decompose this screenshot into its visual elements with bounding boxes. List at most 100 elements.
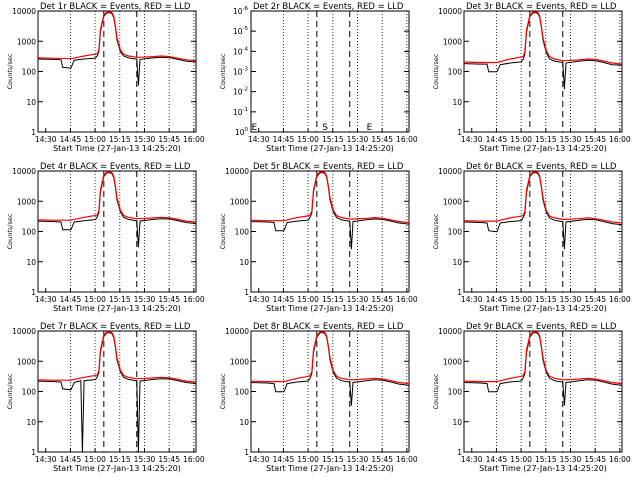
y-tick-label: 100 [448, 228, 463, 237]
y-tick-label: 100 [22, 68, 37, 77]
x-tick-label: 14:45 [273, 295, 295, 304]
x-tick-label: 15:30 [134, 135, 156, 144]
x-tick-label: 15:15 [109, 135, 131, 144]
plot-frame [250, 330, 410, 453]
x-tick-label: 14:30 [35, 295, 57, 304]
x-axis-label: Start Time (27-Jan-13 14:25:20) [266, 144, 394, 153]
panel-title: Det 5r BLACK = Events, RED = LLD [253, 162, 404, 172]
plot-frame [250, 10, 410, 133]
x-tick-label: 14:45 [273, 135, 295, 144]
x-tick-label: 15:00 [510, 455, 532, 464]
detector-panel-4: Det 4r BLACK = Events, RED = LLD 1 10 100 10… [6, 162, 205, 313]
plot-frame [463, 330, 623, 453]
series-line-lld [464, 11, 622, 65]
x-tick-label: 16:00 [396, 135, 418, 144]
x-tick-label: 15:15 [535, 455, 557, 464]
y-tick-label: 100 [22, 228, 37, 237]
x-tick-label: 16:00 [609, 455, 631, 464]
x-tick-label: 15:00 [84, 295, 106, 304]
y-tick-label: 1000 [443, 357, 462, 366]
panel-title: Det 9r BLACK = Events, RED = LLD [466, 322, 617, 332]
y-tick-label: 10-1 [233, 107, 248, 117]
x-tick-label: 14:30 [248, 295, 270, 304]
y-axis-label: Counts/sec [6, 213, 14, 249]
series-line-lld [251, 171, 409, 224]
x-tick-label: 15:00 [510, 295, 532, 304]
flare-marker: E [367, 123, 373, 133]
x-tick-label: 15:30 [347, 295, 369, 304]
y-tick-label: 10000 [438, 327, 462, 336]
y-tick-label: 10 [239, 258, 249, 267]
x-tick-label: 16:00 [183, 135, 205, 144]
detector-panel-3: Det 3r BLACK = Events, RED = LLD 1 10 100 10… [432, 2, 631, 153]
y-tick-label: 10 [239, 418, 249, 427]
x-tick-label: 15:45 [371, 295, 393, 304]
x-axis-label: Start Time (27-Jan-13 14:25:20) [479, 464, 607, 473]
x-tick-label: 15:00 [297, 295, 319, 304]
panel-title: Det 2r BLACK = Events, RED = LLD [253, 2, 404, 12]
detector-panel-1: Det 1r BLACK = Events, RED = LLD 1 10 100 10… [6, 2, 205, 153]
x-tick-label: 14:45 [273, 455, 295, 464]
panel-title: Det 3r BLACK = Events, RED = LLD [466, 2, 617, 12]
series-line-lld [464, 171, 622, 224]
y-tick-label: 1 [31, 288, 36, 297]
detector-panel-2: Det 2r BLACK = Events, RED = LLD 100 10-1 1… [219, 2, 418, 153]
y-tick-label: 10000 [12, 167, 36, 176]
x-tick-label: 14:45 [60, 455, 82, 464]
y-tick-label: 100 [22, 388, 37, 397]
plot-frame [37, 170, 197, 293]
x-tick-label: 15:45 [371, 455, 393, 464]
x-tick-label: 15:30 [134, 455, 156, 464]
x-tick-label: 16:00 [396, 295, 418, 304]
y-tick-label: 10-4 [233, 46, 249, 56]
plot-frame [463, 10, 623, 133]
y-tick-label: 10000 [12, 327, 36, 336]
plot-frame [250, 170, 410, 293]
x-tick-label: 16:00 [183, 295, 205, 304]
x-axis-label: Start Time (27-Jan-13 14:25:20) [53, 304, 181, 313]
y-tick-label: 100 [235, 228, 250, 237]
y-tick-label: 1 [457, 128, 462, 137]
x-tick-label: 15:00 [84, 455, 106, 464]
x-axis-label: Start Time (27-Jan-13 14:25:20) [479, 304, 607, 313]
y-tick-label: 1000 [443, 37, 462, 46]
x-tick-label: 16:00 [183, 455, 205, 464]
y-tick-label: 1000 [230, 197, 249, 206]
panel-title: Det 8r BLACK = Events, RED = LLD [253, 322, 404, 332]
flare-marker: S [322, 123, 328, 133]
y-axis-label: Counts/sec [219, 373, 227, 409]
y-tick-label: 1000 [17, 37, 36, 46]
y-tick-label: 10000 [12, 7, 36, 16]
x-axis-label: Start Time (27-Jan-13 14:25:20) [53, 464, 181, 473]
x-tick-label: 15:45 [584, 135, 606, 144]
x-axis-label: Start Time (27-Jan-13 14:25:20) [266, 304, 394, 313]
y-axis-label: Counts/sec [432, 373, 440, 409]
detector-panel-7: Det 7r BLACK = Events, RED = LLD 1 10 100 10… [6, 322, 205, 473]
x-tick-label: 15:45 [371, 135, 393, 144]
y-tick-label: 1 [244, 448, 249, 457]
y-tick-label: 1 [31, 448, 36, 457]
x-tick-label: 14:30 [35, 455, 57, 464]
x-tick-label: 15:30 [560, 135, 582, 144]
y-tick-label: 100 [448, 68, 463, 77]
x-tick-label: 14:30 [461, 455, 483, 464]
y-tick-label: 10-5 [233, 26, 249, 36]
y-tick-label: 1 [457, 288, 462, 297]
x-tick-label: 16:00 [609, 135, 631, 144]
y-tick-label: 10000 [225, 167, 249, 176]
y-tick-label: 10000 [225, 327, 249, 336]
series-line-events [38, 332, 196, 452]
x-tick-label: 15:45 [158, 295, 180, 304]
x-tick-label: 14:45 [486, 295, 508, 304]
x-tick-label: 14:30 [461, 295, 483, 304]
plot-frame [37, 330, 197, 453]
x-tick-label: 15:00 [297, 135, 319, 144]
series-line-lld [464, 331, 622, 385]
x-tick-label: 15:15 [322, 135, 344, 144]
y-tick-label: 10-6 [233, 6, 249, 16]
x-axis-label: Start Time (27-Jan-13 14:25:20) [479, 144, 607, 153]
y-axis-label: Counts/sec [219, 213, 227, 249]
y-tick-label: 10 [26, 418, 36, 427]
y-tick-label: 10 [452, 418, 462, 427]
x-tick-label: 16:00 [609, 295, 631, 304]
